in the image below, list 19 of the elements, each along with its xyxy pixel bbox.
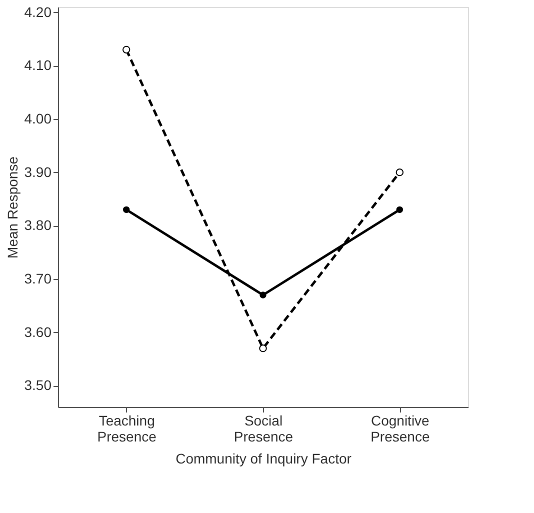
- y-tick-label: 4.20: [24, 4, 52, 20]
- x-tick-label: Cognitive Presence: [370, 412, 430, 444]
- point: [122, 46, 130, 54]
- point: [260, 292, 266, 298]
- x-tick-label: Social Presence: [234, 412, 294, 444]
- x-axis-title: Community of Inquiry Factor: [176, 450, 352, 466]
- y-tick-label: 4.00: [24, 110, 52, 126]
- y-tick-label: 3.80: [24, 217, 52, 234]
- y-tick-label: 4.10: [24, 57, 52, 74]
- point: [396, 168, 404, 176]
- point: [259, 344, 267, 352]
- y-tick-label: 3.50: [24, 377, 52, 394]
- y-tick-label: 3.70: [24, 270, 52, 286]
- point: [122, 206, 130, 214]
- x-tick-label: Teaching Presence: [97, 412, 157, 444]
- y-tick-label: 3.60: [24, 324, 52, 340]
- y-axis-title: Mean Response: [4, 156, 20, 258]
- point: [396, 206, 404, 214]
- y-tick-label: 3.90: [24, 164, 52, 180]
